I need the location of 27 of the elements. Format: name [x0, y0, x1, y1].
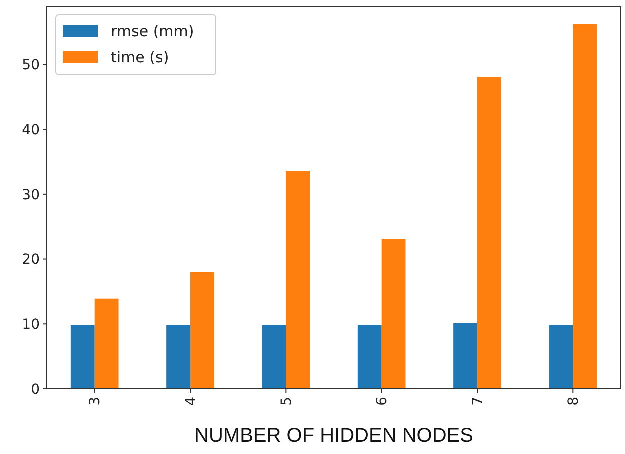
x-tick-label: 4: [183, 396, 200, 406]
bar: [478, 77, 502, 389]
bar: [190, 272, 214, 389]
legend-label: time (s): [111, 48, 170, 66]
y-tick-label: 10: [22, 317, 40, 334]
y-tick-label: 50: [22, 58, 40, 74]
y-tick-label: 40: [22, 122, 40, 138]
legend-label: rmse (mm): [111, 22, 194, 40]
x-axis-title: NUMBER OF HIDDEN NODES: [194, 425, 474, 447]
bar: [573, 24, 598, 389]
bar: [382, 239, 406, 389]
x-tick-label: 6: [374, 396, 391, 406]
x-tick-label: 7: [470, 397, 486, 406]
bar: [286, 171, 310, 389]
y-tick-label: 30: [22, 187, 40, 204]
bar: [70, 325, 95, 389]
y-tick-label: 20: [22, 252, 40, 268]
x-tick-label: 3: [88, 397, 104, 406]
y-tick-label: 0: [31, 382, 40, 398]
bar: [166, 325, 190, 389]
bar: [358, 325, 382, 389]
bar: [262, 325, 286, 389]
bar: [94, 298, 119, 389]
bar: [549, 325, 574, 389]
bar: [454, 323, 478, 389]
x-tick-label: 5: [279, 397, 296, 406]
x-tick-label: 8: [566, 397, 582, 406]
